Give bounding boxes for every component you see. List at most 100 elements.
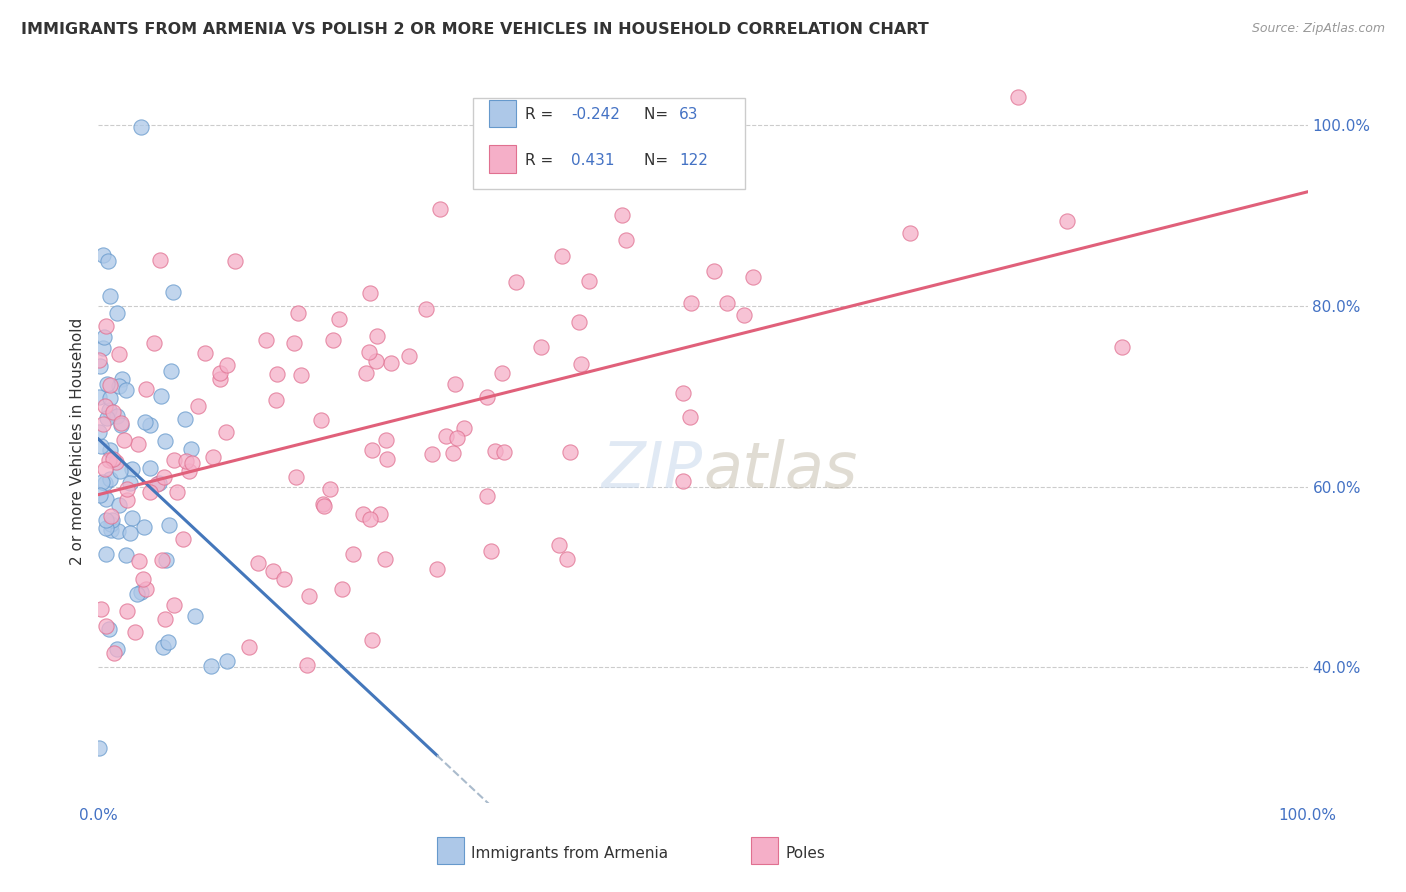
- Point: [90, 601, 112, 615]
- Point: [100, 509, 122, 524]
- Text: IMMIGRANTS FROM ARMENIA VS POLISH 2 OR MORE VEHICLES IN HOUSEHOLD CORRELATION CH: IMMIGRANTS FROM ARMENIA VS POLISH 2 OR M…: [21, 22, 929, 37]
- Point: [103, 646, 125, 660]
- Point: [558, 445, 581, 459]
- Point: [328, 312, 350, 326]
- Point: [159, 364, 181, 378]
- Point: [98, 402, 121, 417]
- Text: N=: N=: [644, 107, 672, 122]
- Point: [180, 442, 202, 456]
- Text: R =: R =: [526, 107, 558, 122]
- Point: [148, 253, 170, 268]
- Point: [578, 274, 600, 288]
- Point: [100, 523, 122, 537]
- Point: [678, 409, 700, 424]
- Point: [96, 411, 118, 425]
- Point: [90, 475, 112, 490]
- Point: [96, 547, 118, 561]
- Point: [295, 657, 318, 672]
- Point: [93, 329, 115, 343]
- Point: [157, 634, 180, 648]
- Point: [115, 482, 138, 496]
- Point: [118, 476, 141, 491]
- Point: [129, 120, 152, 134]
- Point: [312, 497, 335, 511]
- Point: [330, 582, 353, 596]
- Text: ZIP: ZIP: [602, 440, 703, 501]
- Y-axis label: 2 or more Vehicles in Household: 2 or more Vehicles in Household: [70, 318, 86, 566]
- Point: [420, 447, 443, 461]
- Point: [163, 599, 186, 613]
- Point: [98, 473, 121, 487]
- Point: [364, 353, 387, 368]
- Point: [94, 319, 117, 334]
- Point: [266, 367, 288, 381]
- Point: [262, 564, 284, 578]
- Point: [121, 461, 143, 475]
- Point: [110, 418, 132, 433]
- Point: [112, 433, 135, 447]
- Text: 122: 122: [679, 153, 707, 168]
- Bar: [489, 100, 516, 128]
- Point: [124, 625, 146, 640]
- Point: [87, 740, 110, 755]
- Point: [555, 552, 578, 566]
- Point: [172, 532, 194, 546]
- Point: [89, 487, 111, 501]
- Point: [209, 372, 232, 386]
- Point: [322, 333, 344, 347]
- Point: [107, 524, 129, 538]
- Point: [104, 455, 127, 469]
- Point: [105, 306, 128, 320]
- Point: [273, 573, 295, 587]
- Point: [264, 392, 287, 407]
- Point: [94, 399, 117, 413]
- Point: [612, 208, 634, 222]
- Bar: [489, 145, 516, 173]
- Point: [1111, 340, 1133, 354]
- Point: [134, 415, 156, 429]
- Point: [139, 418, 162, 433]
- Point: [354, 366, 377, 380]
- Point: [163, 452, 186, 467]
- Point: [91, 248, 114, 262]
- Point: [96, 377, 118, 392]
- Point: [91, 417, 114, 431]
- Point: [96, 513, 118, 527]
- Point: [94, 476, 117, 491]
- Point: [134, 520, 156, 534]
- Point: [374, 551, 396, 566]
- Point: [125, 587, 148, 601]
- Point: [98, 443, 121, 458]
- Point: [139, 485, 162, 500]
- Point: [166, 484, 188, 499]
- Point: [426, 562, 449, 576]
- Point: [359, 286, 381, 301]
- Point: [398, 349, 420, 363]
- Point: [149, 389, 172, 403]
- Point: [153, 470, 176, 484]
- FancyBboxPatch shape: [474, 98, 745, 189]
- Point: [441, 445, 464, 459]
- Point: [415, 302, 437, 317]
- Point: [148, 475, 170, 490]
- Point: [1007, 90, 1029, 104]
- Text: Source: ZipAtlas.com: Source: ZipAtlas.com: [1251, 22, 1385, 36]
- Point: [1056, 213, 1078, 227]
- Point: [94, 492, 117, 507]
- Point: [87, 425, 110, 439]
- Point: [215, 358, 238, 372]
- Point: [491, 366, 513, 380]
- Point: [429, 202, 451, 217]
- Point: [98, 453, 121, 467]
- Point: [97, 253, 120, 268]
- Point: [898, 226, 921, 240]
- Point: [298, 589, 321, 603]
- Point: [380, 356, 402, 370]
- Point: [118, 526, 141, 541]
- Text: Poles: Poles: [785, 846, 825, 861]
- Point: [492, 445, 515, 459]
- Point: [110, 416, 132, 430]
- Point: [135, 582, 157, 596]
- Point: [105, 409, 128, 424]
- Point: [284, 469, 307, 483]
